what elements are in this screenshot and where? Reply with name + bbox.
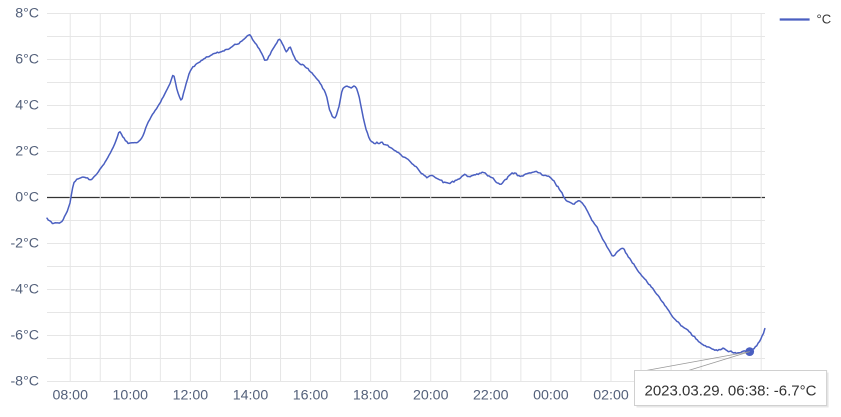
svg-text:°C: °C [817, 12, 832, 27]
svg-text:12:00: 12:00 [173, 388, 209, 404]
svg-text:18:00: 18:00 [353, 388, 389, 404]
svg-text:02:00: 02:00 [593, 388, 629, 404]
svg-text:2023.03.29. 06:38: -6.7°C: 2023.03.29. 06:38: -6.7°C [645, 383, 817, 400]
svg-text:10:00: 10:00 [113, 388, 149, 404]
svg-text:-8°C: -8°C [10, 374, 39, 390]
svg-text:-4°C: -4°C [10, 282, 39, 298]
svg-text:-6°C: -6°C [10, 328, 39, 344]
svg-text:0°C: 0°C [15, 190, 39, 206]
svg-text:22:00: 22:00 [473, 388, 509, 404]
svg-text:-2°C: -2°C [10, 236, 39, 252]
svg-text:8°C: 8°C [15, 6, 39, 22]
svg-text:08:00: 08:00 [52, 388, 88, 404]
svg-text:14:00: 14:00 [233, 388, 269, 404]
svg-text:16:00: 16:00 [293, 388, 329, 404]
svg-text:00:00: 00:00 [533, 388, 569, 404]
svg-text:2°C: 2°C [15, 144, 39, 160]
svg-text:4°C: 4°C [15, 98, 39, 114]
svg-text:20:00: 20:00 [413, 388, 449, 404]
svg-text:6°C: 6°C [15, 52, 39, 68]
